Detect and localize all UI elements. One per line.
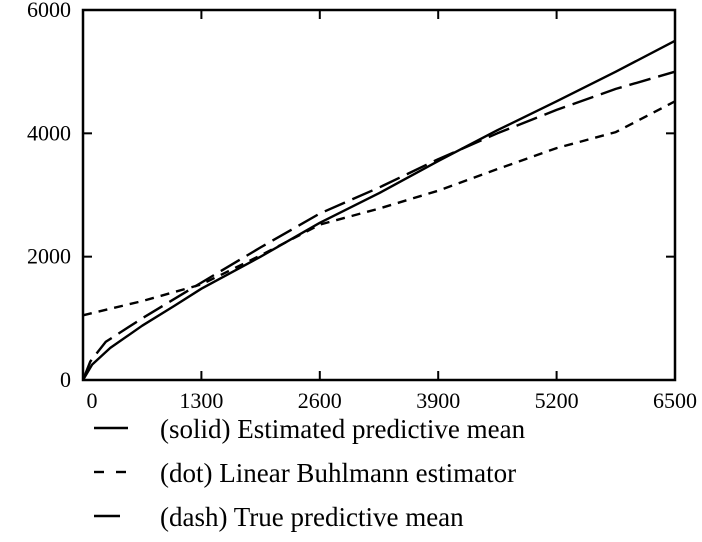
series-line-solid bbox=[81, 39, 676, 381]
x-tick-label: 1300 bbox=[179, 388, 223, 413]
y-tick-label: 2000 bbox=[27, 244, 71, 269]
x-axis-ticks: 0 1300 2600 3900 5200 6500 bbox=[87, 10, 697, 413]
legend-label: (dot) Linear Buhlmann estimator bbox=[160, 458, 516, 488]
x-tick-label: 2600 bbox=[298, 388, 342, 413]
series-layer bbox=[81, 39, 676, 381]
legend: (solid) Estimated predictive mean (dot) L… bbox=[94, 414, 526, 532]
y-tick-label: 6000 bbox=[27, 0, 71, 22]
legend-label: (solid) Estimated predictive mean bbox=[160, 414, 526, 444]
series-line-dashed-long bbox=[81, 70, 676, 381]
x-tick-label: 3900 bbox=[416, 388, 460, 413]
x-tick-label: 0 bbox=[87, 388, 98, 413]
y-axis-ticks: 0 2000 4000 6000 bbox=[27, 0, 675, 392]
series-line-dashed-short bbox=[82, 100, 676, 317]
legend-label: (dash) True predictive mean bbox=[160, 502, 464, 532]
x-tick-label: 6500 bbox=[653, 388, 697, 413]
y-tick-label: 4000 bbox=[27, 120, 71, 145]
x-tick-label: 5200 bbox=[535, 388, 579, 413]
y-tick-label: 0 bbox=[60, 367, 71, 392]
plot-frame bbox=[81, 8, 677, 382]
